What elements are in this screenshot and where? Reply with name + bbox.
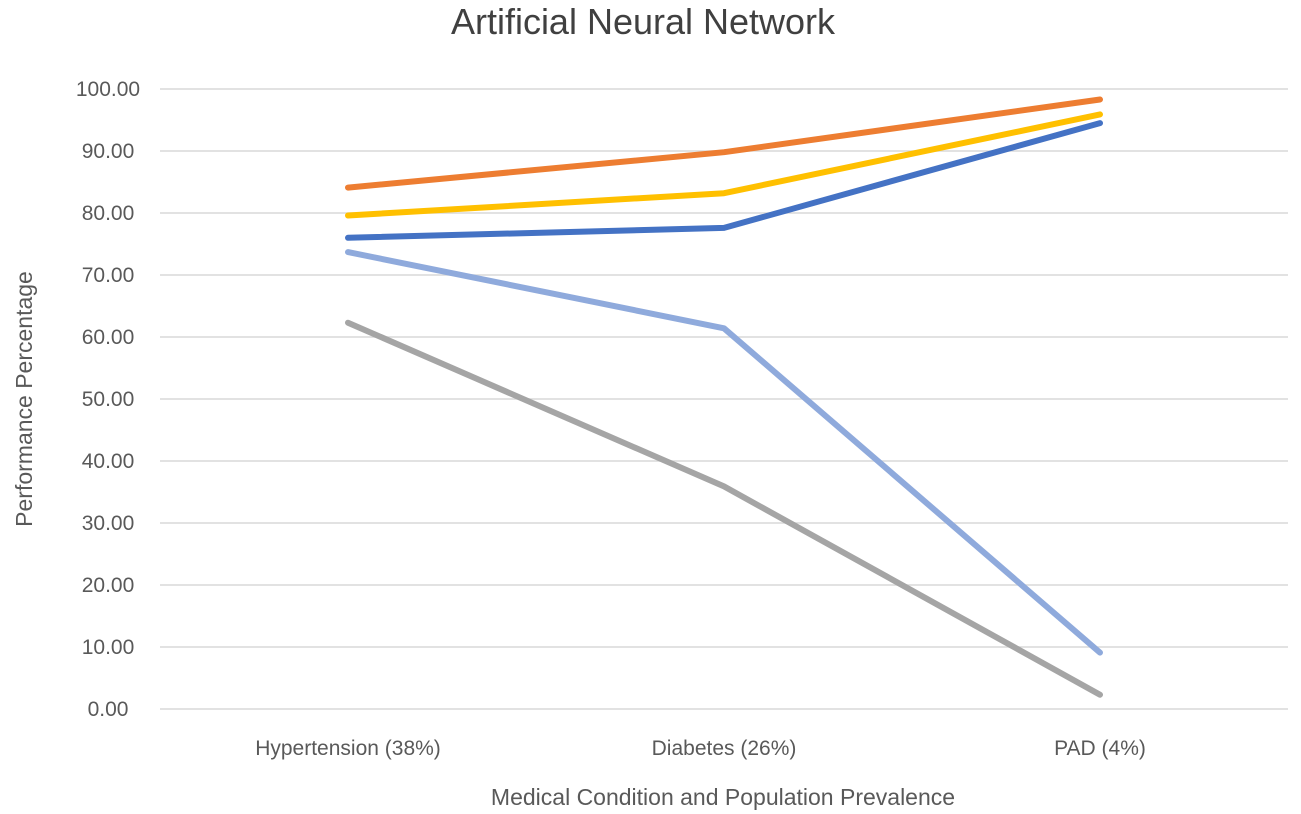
chart-title: Artificial Neural Network xyxy=(451,1,836,42)
y-axis-title: Performance Percentage xyxy=(11,271,37,527)
y-tick-label: 80.00 xyxy=(82,202,135,225)
y-tick-label: 10.00 xyxy=(82,636,135,659)
y-axis-ticks: 0.00 10.00 20.00 30.00 40.00 50.00 60.00 70.00 8… xyxy=(76,78,140,721)
y-tick-label: 30.00 xyxy=(82,512,135,535)
x-axis-title: Medical Condition and Population Prevale… xyxy=(491,784,955,810)
grid-layer xyxy=(160,88,1288,710)
series-layer xyxy=(345,96,1103,698)
x-tick-label: PAD (4%) xyxy=(1054,737,1146,760)
series-line-1 xyxy=(345,96,1103,191)
y-tick-label: 70.00 xyxy=(82,264,135,287)
x-tick-label: Diabetes (26%) xyxy=(652,737,797,760)
series-line-3 xyxy=(345,120,1103,241)
y-tick-label: 90.00 xyxy=(82,140,135,163)
y-tick-label: 60.00 xyxy=(82,326,135,349)
y-tick-label: 100.00 xyxy=(76,78,140,101)
y-tick-label: 50.00 xyxy=(82,388,135,411)
series-line-5 xyxy=(345,319,1103,698)
x-axis-ticks: Hypertension (38%) Diabetes (26%) PAD (4%) xyxy=(255,737,1146,760)
y-tick-label: 20.00 xyxy=(82,574,135,597)
series-line-2 xyxy=(345,111,1103,219)
series-line-4 xyxy=(345,249,1103,656)
x-tick-label: Hypertension (38%) xyxy=(255,737,441,760)
y-tick-label: 40.00 xyxy=(82,450,135,473)
y-tick-label: 0.00 xyxy=(88,698,129,721)
